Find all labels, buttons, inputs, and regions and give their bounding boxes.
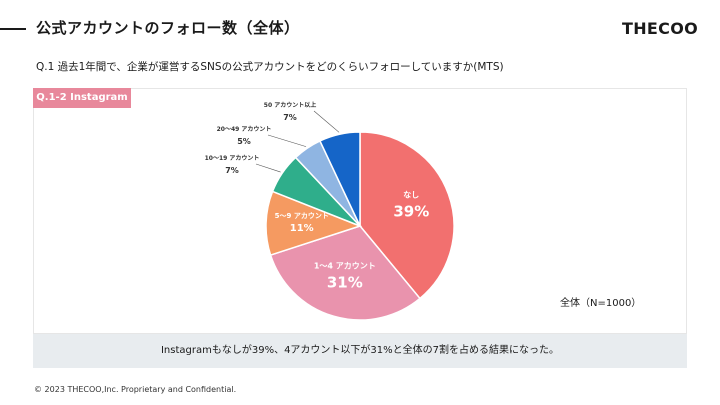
slice-label-1: なし bbox=[403, 191, 419, 200]
summary-bar: Instagramもなしが39%、4アカウント以下が31%と全体の7割を占める結… bbox=[33, 334, 687, 368]
slice-label-6: 50 アカウント以上 bbox=[264, 101, 316, 109]
pie-leader-lines bbox=[255, 110, 340, 173]
pie-slice-2 bbox=[269, 225, 421, 321]
pie-slice-1 bbox=[359, 131, 455, 300]
slice-value-6: 7% bbox=[283, 113, 297, 122]
pie-slices bbox=[265, 131, 455, 321]
pie-slice-6 bbox=[318, 131, 361, 227]
sample-size-note: 全体（N=1000） bbox=[560, 298, 642, 309]
leader-line-6 bbox=[313, 110, 340, 133]
chart-tag: Q.1-2 Instagram bbox=[33, 88, 131, 108]
leader-line-5 bbox=[267, 134, 307, 147]
slice-value-2: 31% bbox=[327, 273, 363, 291]
slice-label-3: 5～9 アカウント bbox=[275, 211, 329, 220]
copyright-footer: © 2023 THECOO,Inc. Proprietary and Confi… bbox=[34, 385, 237, 394]
page-title: 公式アカウントのフォロー数（全体） bbox=[36, 19, 300, 37]
pie-labels: なし 39% 1～4 アカウント 31% 5～9 アカウント 11% 10～19 アカウント… bbox=[205, 101, 430, 291]
leader-line-4 bbox=[255, 163, 281, 173]
slice-value-1: 39% bbox=[393, 203, 429, 221]
brand-logo: THECOO bbox=[622, 19, 698, 38]
slice-value-3: 11% bbox=[290, 223, 314, 234]
slice-label-2: 1～4 アカウント bbox=[314, 261, 376, 270]
slice-label-5: 20～49 アカウント bbox=[217, 125, 272, 133]
slice-label-4: 10～19 アカウント bbox=[205, 154, 260, 162]
title-rule bbox=[0, 28, 26, 30]
slice-value-4: 7% bbox=[225, 166, 239, 175]
survey-question: Q.1 過去1年間で、企業が運営するSNSの公式アカウントをどのくらいフォローし… bbox=[36, 61, 504, 73]
slice-value-5: 5% bbox=[237, 137, 251, 146]
pie-slice-3 bbox=[265, 190, 363, 256]
